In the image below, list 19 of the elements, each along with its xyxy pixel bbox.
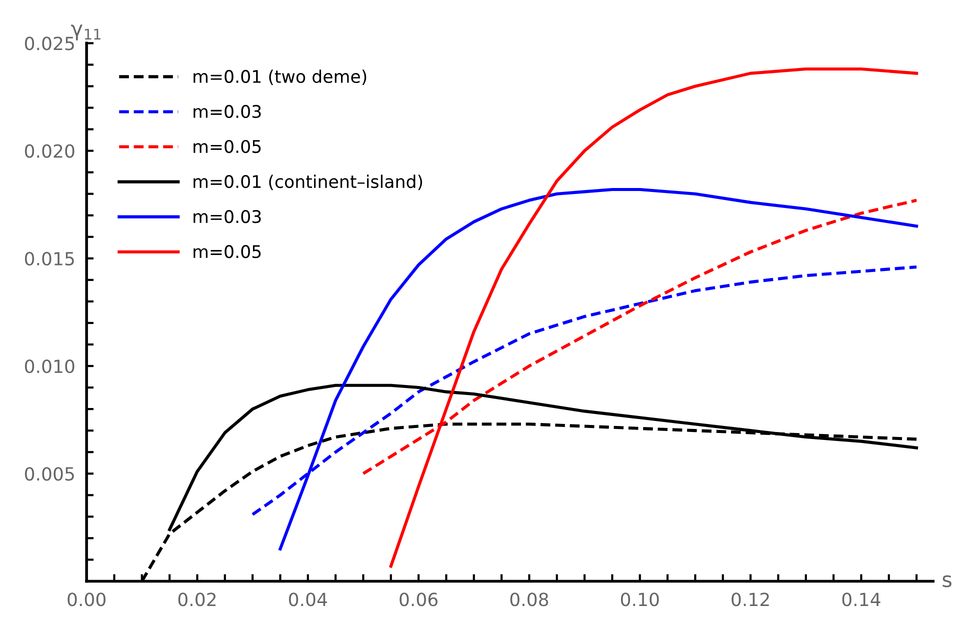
legend-label: m=0.03 — [194, 104, 261, 118]
x-axis-title: s — [942, 575, 952, 588]
x-tick-label: 0.00 — [68, 592, 106, 606]
y-tick-label: 0.010 — [24, 359, 74, 374]
x-tick-label: 0.12 — [732, 592, 769, 606]
x-tick-label: 0.08 — [510, 592, 548, 606]
y-tick-label: 0.005 — [24, 467, 74, 481]
x-tick-label: 0.02 — [178, 592, 216, 606]
legend-label: m=0.03 — [194, 210, 261, 224]
x-tick-label: 0.06 — [400, 592, 438, 606]
x-tick-label: 0.04 — [288, 592, 327, 606]
y-tick-label: 0.020 — [24, 144, 74, 158]
x-tick-label: 0.10 — [620, 592, 659, 606]
legend-label: m=0.05 — [194, 140, 261, 154]
legend-label: m=0.05 — [194, 245, 261, 258]
y-tick-label: 0.015 — [24, 252, 74, 266]
x-tick-label: 0.14 — [842, 592, 880, 606]
legend-label: m=0.01 (two deme) — [194, 70, 366, 86]
legend-label: m=0.01 (continent–island) — [194, 174, 422, 190]
